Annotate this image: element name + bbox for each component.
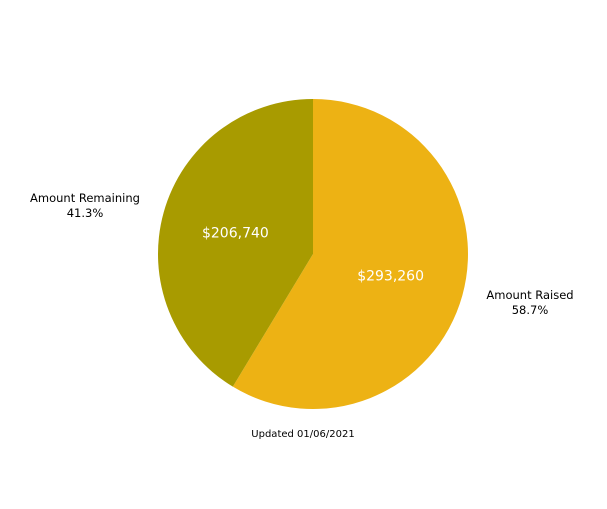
updated-note: Updated 01/06/2021 xyxy=(251,429,354,440)
slice-category-label: Amount Raised xyxy=(486,288,573,302)
pie-slice-amount-remaining xyxy=(157,99,313,387)
pie-slice-amount-raised xyxy=(232,99,468,409)
slice-category-label: Amount Remaining xyxy=(30,191,140,205)
slice-percent-label: 41.3% xyxy=(67,206,104,220)
pie-slices xyxy=(157,99,468,409)
slice-percent-label: 58.7% xyxy=(512,303,549,317)
slice-value-label: $293,260 xyxy=(357,269,424,285)
slice-value-label: $206,740 xyxy=(202,225,269,241)
